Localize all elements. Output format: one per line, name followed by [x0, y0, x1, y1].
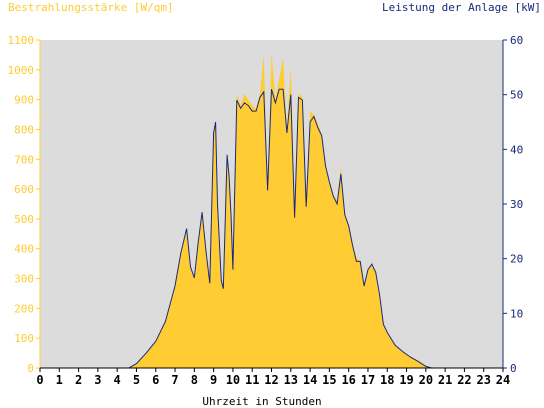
x-tick-label: 3	[94, 373, 101, 387]
x-tick-label: 20	[419, 373, 433, 387]
left-tick-label: 400	[14, 243, 34, 256]
left-tick-label: 900	[14, 94, 34, 107]
x-tick-label: 1	[56, 373, 63, 387]
right-tick-label: 30	[510, 198, 523, 211]
x-tick-label: 14	[303, 373, 317, 387]
x-tick-label: 10	[226, 373, 240, 387]
left-axis-title: Bestrahlungsstärke [W/qm]	[8, 1, 174, 14]
left-tick-label: 600	[14, 183, 34, 196]
x-tick-label: 4	[114, 373, 121, 387]
x-tick-label: 24	[496, 373, 510, 387]
left-tick-label: 200	[14, 302, 34, 315]
left-tick-label: 0	[27, 362, 34, 375]
x-axis-label: Uhrzeit in Stunden	[202, 395, 321, 408]
x-tick-label: 0	[36, 373, 43, 387]
right-tick-label: 40	[510, 143, 523, 156]
x-tick-label: 11	[245, 373, 259, 387]
right-tick-label: 0	[510, 362, 517, 375]
left-tick-label: 500	[14, 213, 34, 226]
x-tick-label: 15	[322, 373, 336, 387]
x-tick-label: 2	[75, 373, 82, 387]
right-tick-label: 60	[510, 34, 523, 47]
x-tick-label: 23	[476, 373, 490, 387]
right-tick-label: 10	[510, 307, 523, 320]
left-tick-label: 300	[14, 273, 34, 286]
left-tick-label: 100	[14, 332, 34, 345]
left-tick-label: 700	[14, 153, 34, 166]
left-tick-label: 1000	[8, 64, 35, 77]
left-tick-label: 1100	[8, 34, 35, 47]
x-tick-label: 6	[152, 373, 159, 387]
right-tick-label: 50	[510, 89, 523, 102]
x-tick-label: 7	[171, 373, 178, 387]
x-tick-label: 17	[361, 373, 375, 387]
x-tick-label: 9	[210, 373, 217, 387]
x-tick-label: 19	[399, 373, 413, 387]
right-axis-title: Leistung der Anlage [kW]	[382, 1, 541, 14]
x-tick-label: 8	[191, 373, 198, 387]
x-tick-label: 18	[380, 373, 394, 387]
series-irradiance-area	[40, 51, 503, 369]
x-tick-label: 5	[133, 373, 140, 387]
series-power-line	[40, 88, 503, 369]
x-tick-label: 21	[438, 373, 452, 387]
x-tick-label: 12	[264, 373, 278, 387]
left-tick-label: 800	[14, 123, 34, 136]
x-tick-label: 13	[284, 373, 298, 387]
x-tick-label: 22	[457, 373, 471, 387]
right-tick-label: 20	[510, 253, 523, 266]
x-tick-label: 16	[341, 373, 355, 387]
